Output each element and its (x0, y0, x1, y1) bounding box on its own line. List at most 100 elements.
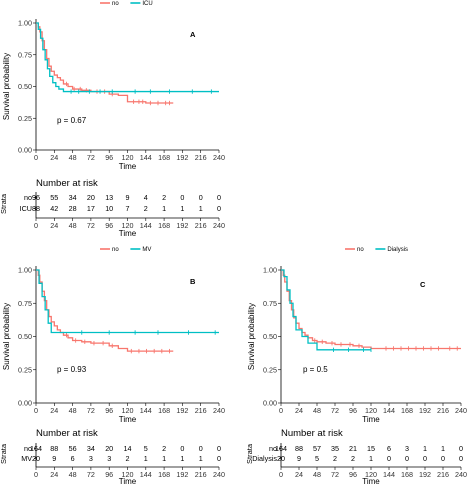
risk-count: 1 (369, 454, 373, 463)
risk-count: 2 (144, 204, 148, 213)
panel-letter: A (190, 30, 196, 39)
risk-count: 55 (50, 193, 58, 202)
legend-label-no: no (357, 247, 364, 253)
risk-count: 1 (199, 454, 203, 463)
legend: no ICU (100, 1, 153, 7)
risk-x-tick-label: 168 (401, 470, 413, 479)
x-tick-label: 192 (176, 406, 188, 415)
risk-count: 9 (297, 454, 301, 463)
risk-count: 0 (180, 193, 184, 202)
x-axis-title: Time (119, 415, 137, 424)
risk-count: 15 (367, 444, 375, 453)
risk-count: 14 (124, 444, 132, 453)
risk-x-tick-label: 144 (140, 470, 152, 479)
x-tick-label: 192 (419, 406, 431, 415)
y-tick-label: 0.50 (18, 332, 32, 341)
risk-count: 9 (126, 193, 130, 202)
risk-count: 1 (162, 204, 166, 213)
risk-count: 34 (69, 193, 77, 202)
y-tick-label: 0.25 (18, 365, 32, 374)
legend-label-dialysis: Dialysis (387, 247, 408, 253)
risk-x-tick-label: 48 (313, 470, 321, 479)
x-tick-label: 120 (122, 406, 134, 415)
risk-row-label-no: no (24, 444, 32, 453)
risk-count: 1 (199, 204, 203, 213)
risk-x-tick-label: 24 (50, 470, 58, 479)
risk-x-tick-label: 216 (437, 470, 449, 479)
risk-count: 3 (89, 454, 93, 463)
x-tick-label: 0 (34, 153, 38, 162)
y-tick-label: 1.00 (263, 266, 277, 275)
risk-x-tick-label: 120 (365, 470, 377, 479)
y-tick-label: 0.50 (263, 332, 277, 341)
x-tick-label: 168 (158, 153, 170, 162)
risk-x-tick-label: 72 (87, 470, 95, 479)
risk-x-tick-label: 0 (34, 470, 38, 479)
risk-table-title: Number at risk (281, 428, 343, 439)
risk-count: 20 (87, 193, 95, 202)
km-panel-a: 0 24 48 72 96 120 144 168 192 216 2400.000.250.500… (0, 1, 225, 238)
y-tick-label: 0.25 (18, 114, 32, 123)
risk-count: 5 (144, 444, 148, 453)
risk-x-tick-label: 96 (105, 221, 113, 230)
x-tick-label: 0 (34, 406, 38, 415)
y-tick-label: 0.75 (263, 299, 277, 308)
risk-count: 2 (351, 454, 355, 463)
y-tick-label: 0.00 (18, 146, 32, 155)
y-tick-label: 1.00 (18, 19, 32, 28)
risk-count: 0 (217, 204, 221, 213)
legend-label-mv: MV (142, 247, 151, 253)
risk-count: 2 (126, 454, 130, 463)
risk-x-tick-label: 96 (105, 470, 113, 479)
y-axis-title: Survival probability (2, 53, 11, 120)
x-tick-label: 120 (122, 153, 134, 162)
risk-count: 17 (87, 204, 95, 213)
risk-count: 21 (349, 444, 357, 453)
panel-letter: C (420, 280, 426, 289)
km-panel-b: 0 24 48 72 96 120 144 168 192 216 2400.000.250.500… (0, 247, 225, 486)
x-axis-title: Time (362, 415, 380, 424)
risk-count: 0 (387, 454, 391, 463)
risk-x-tick-label: 0 (279, 470, 283, 479)
y-tick-label: 1.00 (18, 266, 32, 275)
legend: no MV (100, 247, 151, 253)
risk-count: 35 (331, 444, 339, 453)
risk-table-title: Number at risk (36, 178, 98, 189)
x-tick-label: 144 (140, 406, 152, 415)
risk-count: 2 (162, 444, 166, 453)
x-tick-label: 168 (158, 406, 170, 415)
risk-count: 0 (199, 193, 203, 202)
risk-x-tick-label: 48 (69, 221, 77, 230)
legend-label-no: no (112, 1, 119, 7)
x-tick-label: 96 (105, 153, 113, 162)
risk-table-title: Number at risk (36, 428, 98, 439)
risk-count: 28 (69, 204, 77, 213)
y-tick-label: 0.75 (18, 299, 32, 308)
risk-x-axis-title: Time (119, 477, 137, 486)
risk-count: 88 (295, 444, 303, 453)
x-tick-label: 144 (383, 406, 395, 415)
risk-count: 0 (459, 454, 463, 463)
y-tick-label: 0.25 (263, 365, 277, 374)
risk-x-tick-label: 240 (455, 470, 467, 479)
risk-count: 1 (180, 454, 184, 463)
risk-x-tick-label: 72 (87, 221, 95, 230)
x-tick-label: 240 (213, 406, 225, 415)
km-curve-no (36, 22, 174, 104)
risk-count: 0 (180, 444, 184, 453)
y-tick-label: 0.50 (18, 82, 32, 91)
x-tick-label: 192 (176, 153, 188, 162)
risk-x-tick-label: 0 (34, 221, 38, 230)
p-value-label: p = 0.93 (57, 365, 87, 374)
x-tick-label: 240 (455, 406, 467, 415)
risk-count: 6 (387, 444, 391, 453)
risk-row-label-no: no (24, 193, 32, 202)
risk-count: 1 (423, 444, 427, 453)
risk-count: 0 (199, 444, 203, 453)
risk-row-label-dialysis: Dialysis (252, 454, 277, 463)
risk-x-tick-label: 192 (176, 470, 188, 479)
risk-count: 1 (144, 454, 148, 463)
